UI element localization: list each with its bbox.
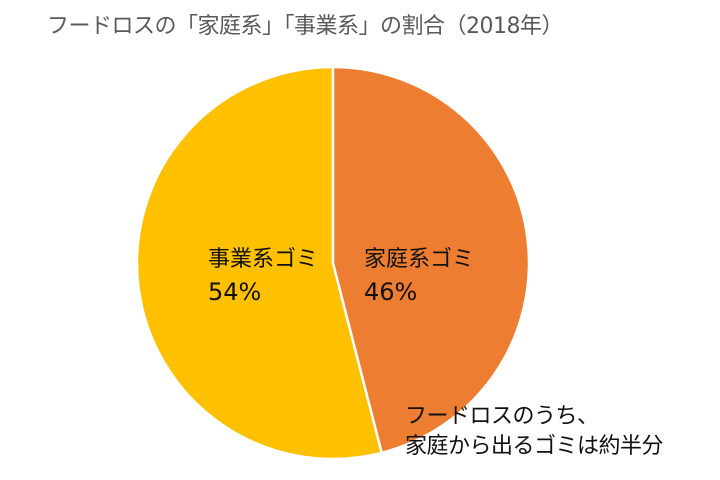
slice-household-waste bbox=[331, 65, 531, 455]
annotation-line-2: 家庭から出るゴミは約半分 bbox=[405, 434, 664, 459]
business-waste-name: 事業系ゴミ bbox=[208, 247, 319, 272]
household-waste-label: 家庭系ゴミ 46% bbox=[364, 244, 474, 308]
household-waste-percent: 46% bbox=[364, 278, 418, 306]
annotation-line-1: フードロスのうち、 bbox=[405, 404, 599, 429]
chart-title: フードロスの「家庭系」「事業系」の割合（2018年） bbox=[47, 14, 564, 39]
business-waste-label: 事業系ゴミ 54% bbox=[208, 244, 318, 308]
business-waste-percent: 54% bbox=[208, 278, 262, 306]
annotation-note: フードロスのうち、 家庭から出るゴミは約半分 bbox=[405, 402, 664, 462]
household-waste-name: 家庭系ゴミ bbox=[364, 247, 475, 272]
slice-business-waste bbox=[135, 65, 384, 461]
